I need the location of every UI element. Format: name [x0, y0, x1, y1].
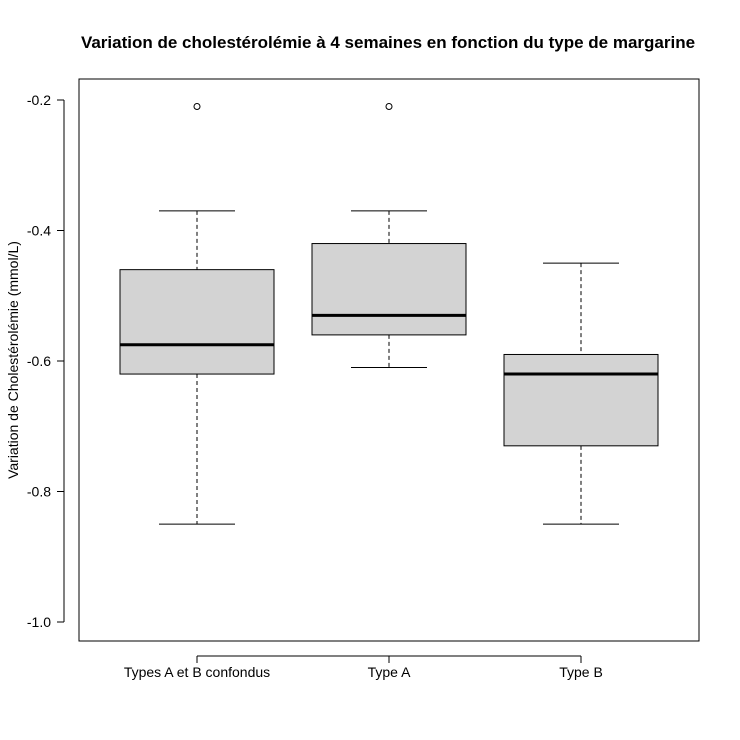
- x-tick-label: Type A: [368, 664, 411, 680]
- y-tick-label: -0.2: [27, 92, 51, 108]
- box-group: [503, 262, 659, 525]
- box-iqr: [119, 269, 275, 375]
- y-tick-label: -0.4: [27, 223, 51, 239]
- y-tick-label: -1.0: [27, 614, 51, 630]
- box-iqr: [311, 243, 467, 336]
- box-iqr: [503, 353, 659, 447]
- box-group: [311, 103, 467, 369]
- y-tick-label: -0.6: [27, 353, 51, 369]
- y-axis-title: Variation de Cholestérolémie (mmol/L): [5, 241, 21, 479]
- box-group: [119, 103, 275, 525]
- outlier-point: [385, 103, 393, 111]
- y-tick-label: -0.8: [27, 484, 51, 500]
- plot-frame: [78, 78, 700, 642]
- x-tick-label: Type B: [559, 664, 603, 680]
- x-tick-label: Types A et B confondus: [124, 664, 270, 680]
- x-axis: Types A et B confondus Type A Type B: [124, 655, 603, 680]
- chart-title: Variation de cholestérolémie à 4 semaine…: [81, 33, 695, 52]
- outlier-point: [193, 103, 201, 111]
- boxes-group: [119, 103, 659, 525]
- y-axis: -1.0 -0.8 -0.6 -0.4 -0.2: [27, 92, 65, 630]
